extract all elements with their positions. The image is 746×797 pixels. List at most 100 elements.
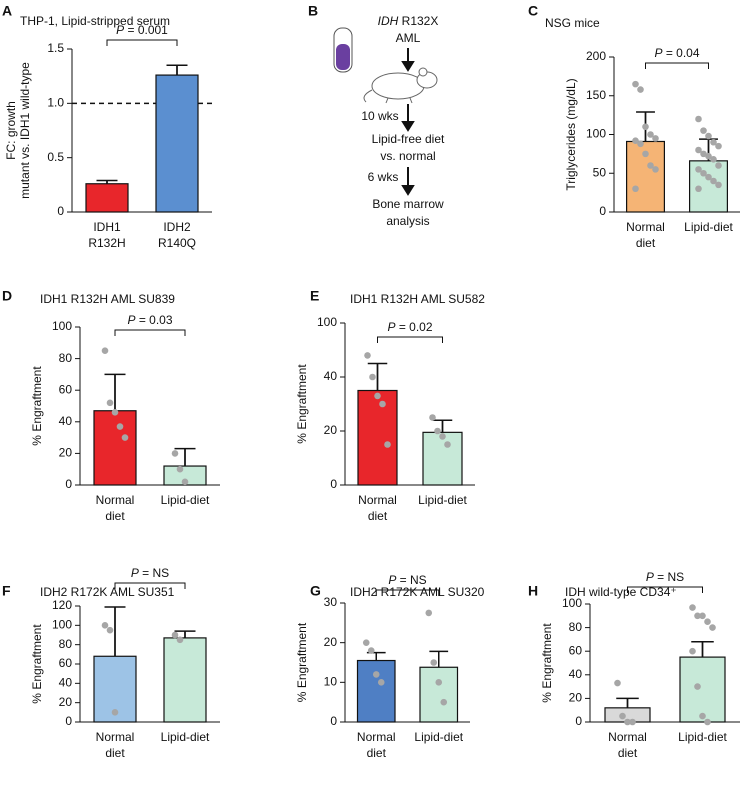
p-value: P = 0.03 [127,313,172,327]
data-point [619,712,626,720]
bar [163,637,207,723]
data-point [637,140,644,148]
y-tick-label: 200 [586,49,606,63]
data-point [434,427,441,435]
y-axis-label: Triglycerides (mg/dL) [564,78,578,190]
p-text: = NS [396,573,426,587]
data-point [715,181,722,189]
x-tick-label: Normal [357,730,396,744]
data-point [614,679,621,687]
data-point [430,659,438,666]
data-point [699,612,706,620]
x-tick-label: Lipid-diet [684,220,733,234]
x-tick-label: IDH1 [93,220,121,234]
x-tick-label: diet [105,746,125,760]
x-tick-label: IDH2 [163,220,191,234]
y-tick-label: 20 [324,423,338,437]
x-tick-label: Normal [608,730,647,744]
x-tick-label: diet [618,746,638,760]
diagram-text: analysis [386,214,429,228]
diagram-text: Bone marrow [372,197,444,211]
data-point [116,423,124,430]
y-tick-label: 0 [599,204,606,218]
data-point [632,185,639,193]
panel-letter: B [308,3,318,19]
data-point [111,709,119,716]
y-tick-label: 50 [593,165,607,179]
mutation: R132X [398,14,438,28]
x-tick-label: diet [368,509,388,523]
panel-b: B IDH R132X AML 10 wks Lipid-free diet v… [308,3,445,228]
data-point [715,162,722,169]
data-point [689,647,696,655]
y-axis-label: % Engraftment [540,623,554,703]
chart-title: THP-1, Lipid-stripped serum [20,14,170,28]
y-axis-label: % Engraftment [30,624,44,704]
diagram-text: IDH R132X [378,14,439,28]
significance-bracket [375,589,440,596]
bar [419,666,459,723]
data-point [699,712,706,720]
significance-bracket [106,39,178,46]
data-point [111,409,119,416]
data-point [705,132,712,140]
data-point [171,631,179,639]
data-point [695,146,702,154]
y-axis-label: FC: growth [4,101,18,160]
data-point [709,624,716,631]
data-point [364,352,371,359]
data-point [176,636,184,644]
x-tick-label: diet [636,236,656,250]
x-tick-label: Lipid-diet [161,730,210,744]
data-point [700,169,707,177]
x-tick-label: Normal [626,220,665,234]
data-point [695,166,702,173]
data-point [700,150,707,158]
diagram-text: 10 wks [361,109,398,123]
y-tick-label: 40 [59,414,73,428]
y-tick-label: 120 [52,598,72,612]
data-point [710,156,717,163]
data-point [647,131,654,138]
data-point [715,142,722,150]
panel-letter: C [528,3,538,19]
y-tick-label: 20 [59,695,73,709]
data-point [106,626,114,634]
y-tick-label: 40 [324,369,338,383]
p-symbol: P [388,573,396,587]
bar [679,656,726,723]
x-tick-label: diet [105,509,125,523]
gene: IDH [378,14,399,28]
bar [356,659,396,723]
panel: E IDH1 R132H AML SU582 0 20 40 100 % Engraftme… [295,288,485,523]
y-tick-label: 100 [586,127,606,141]
p-symbol: P [654,46,662,60]
x-tick-label: R140Q [158,236,196,250]
x-tick-label: Lipid-diet [418,493,467,507]
bar [422,431,463,486]
bar [688,160,728,213]
data-point [377,679,385,686]
panel: D IDH1 R132H AML SU839 0 20 40 60 80 100 % Engra… [2,288,220,523]
data-point [704,618,711,625]
diagram-text: AML [396,31,421,45]
diagram-text: 6 wks [368,170,399,184]
p-value: P = 0.001 [116,23,168,37]
data-point [710,138,717,146]
y-axis-label: % Engraftment [295,622,309,702]
chart-title: IDH2 R172K AML SU320 [350,585,485,599]
x-tick-label: Normal [96,493,135,507]
p-symbol: P [387,320,395,334]
y-tick-label: 100 [52,319,72,333]
p-text: = 0.02 [395,320,432,334]
data-point [647,162,654,169]
y-tick-label: 1.5 [47,41,64,55]
data-point [374,392,381,400]
data-point [384,441,391,448]
data-point [632,80,639,88]
data-point [440,698,448,706]
y-tick-label: 100 [562,596,582,610]
y-axis-label: % Engraftment [295,364,309,444]
y-tick-label: 150 [586,88,606,102]
